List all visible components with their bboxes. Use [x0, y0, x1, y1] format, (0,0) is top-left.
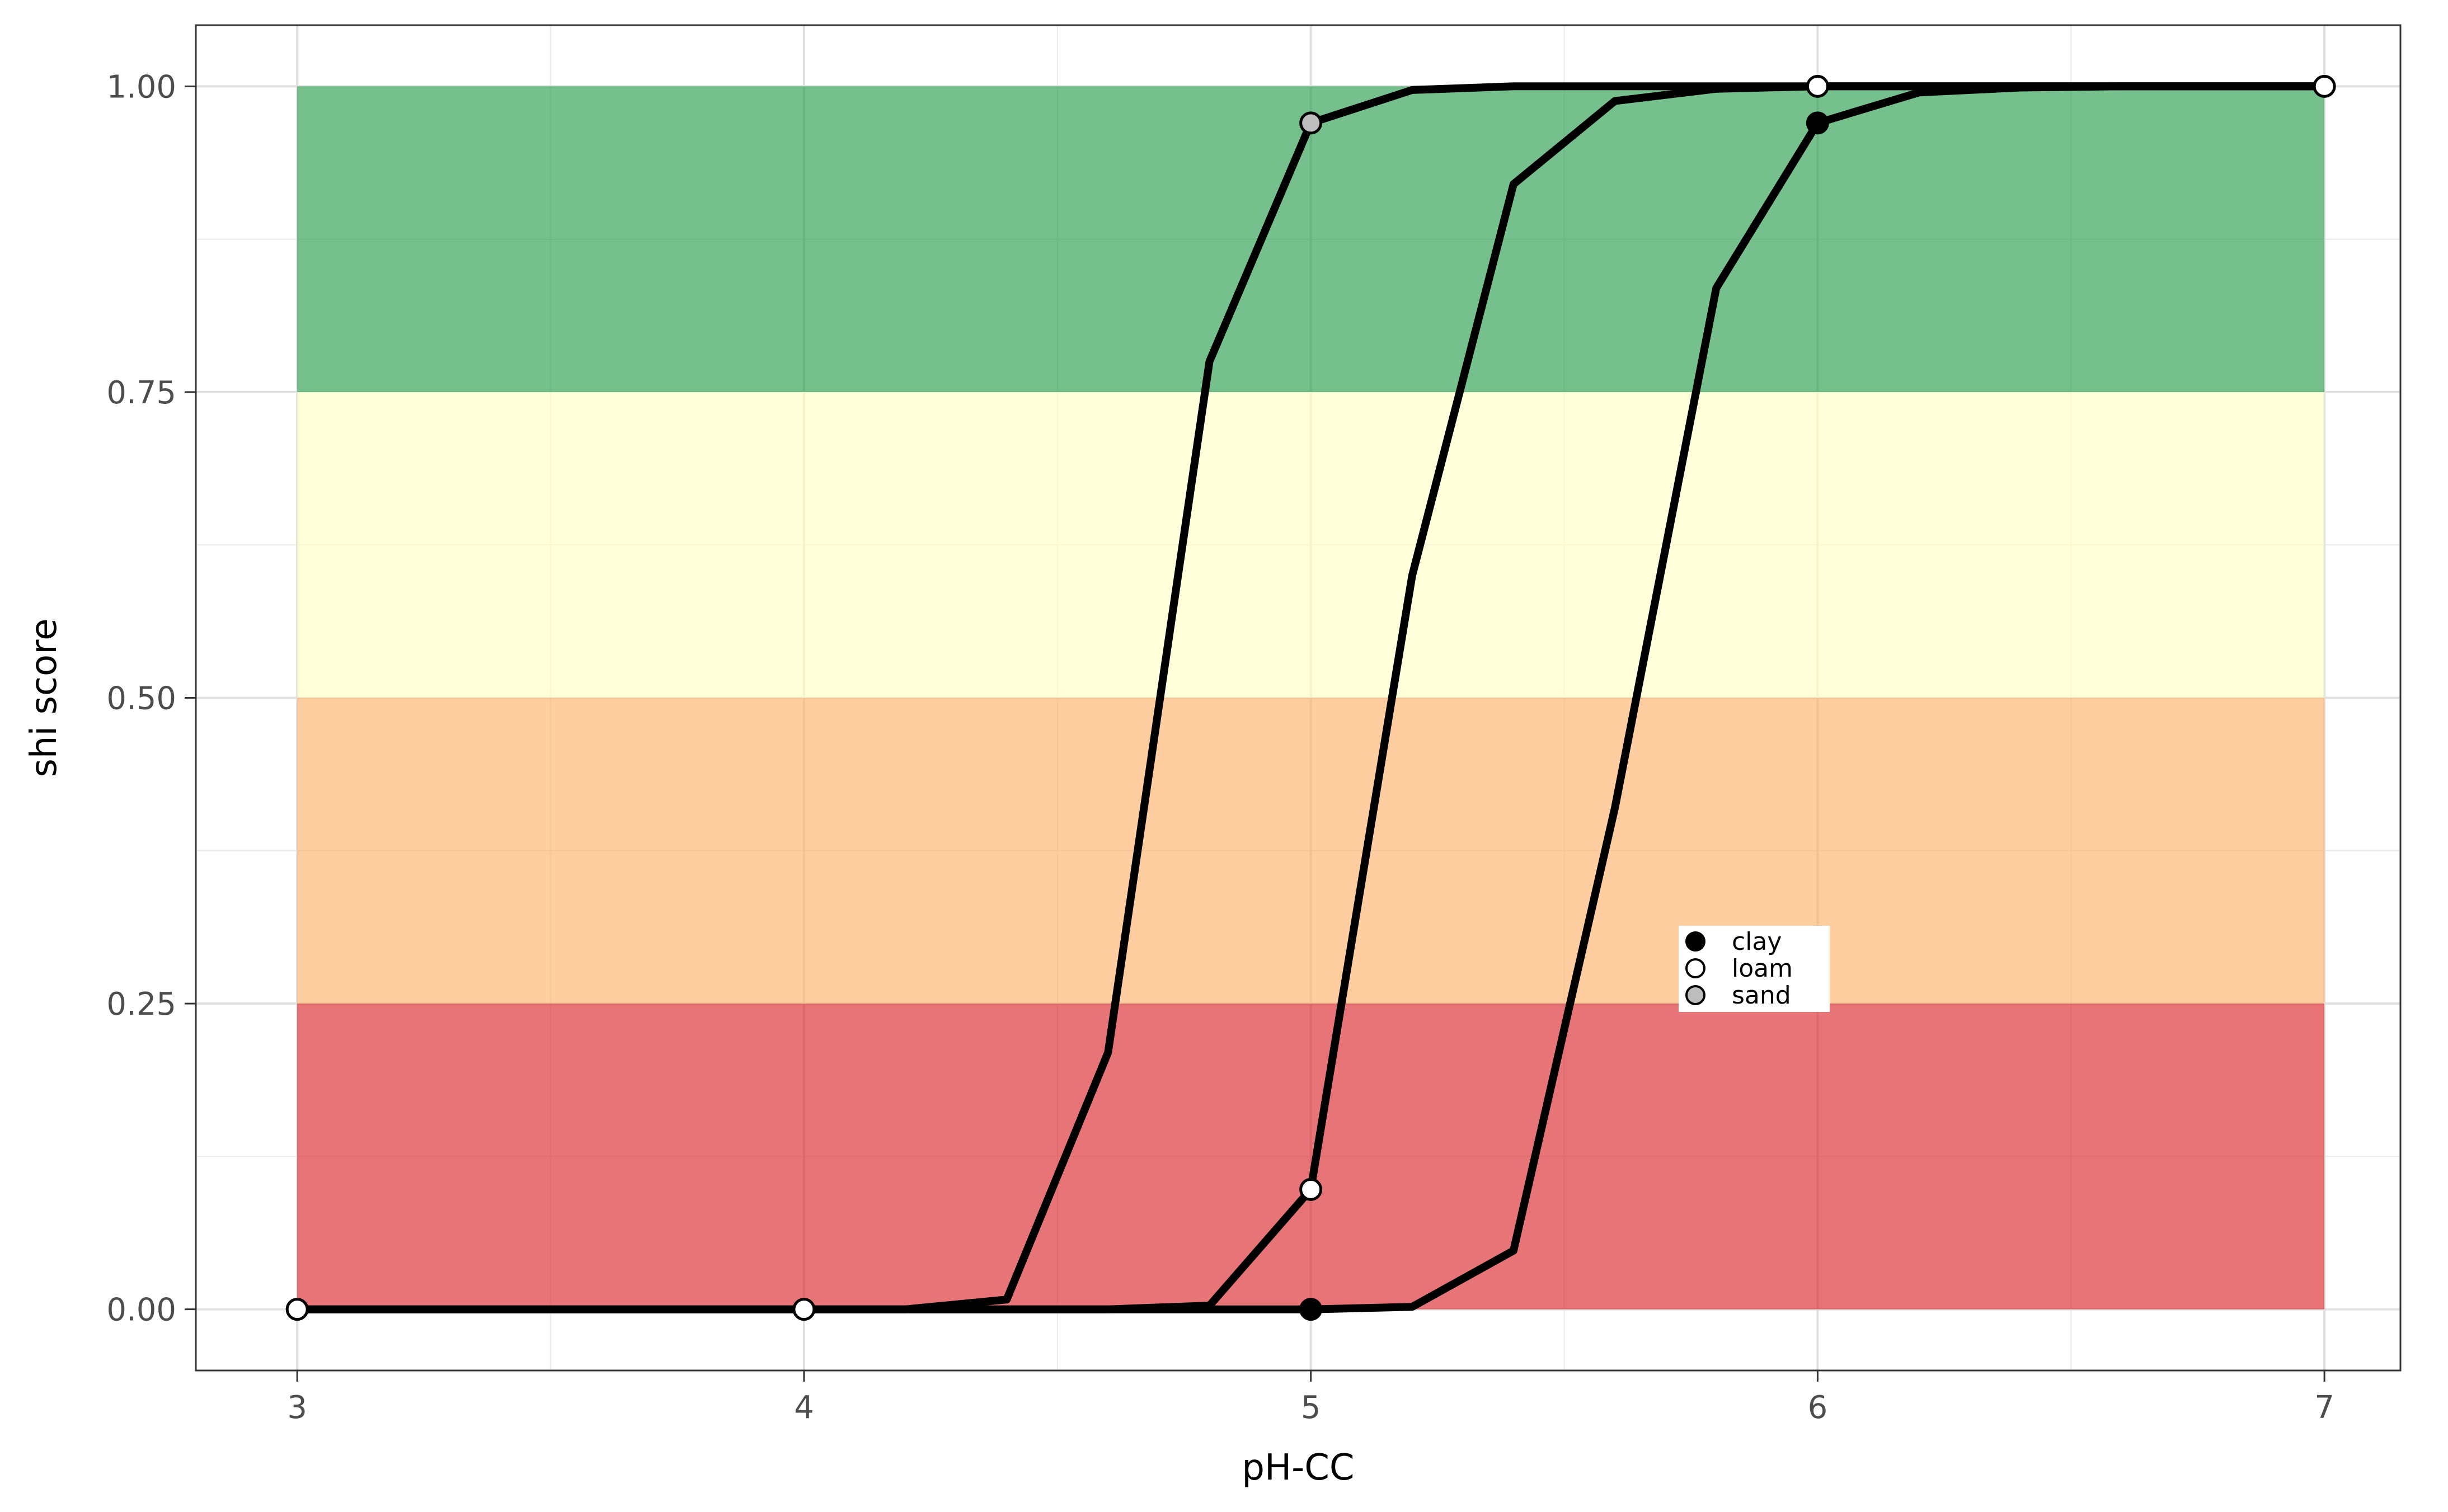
legend-label-sand: sand [1732, 981, 1791, 1010]
y-tick-label: 1.00 [106, 69, 176, 105]
x-tick-label: 5 [1301, 1389, 1321, 1426]
x-axis: 3 4 5 6 7 [287, 1370, 2334, 1426]
score-bands [297, 86, 2325, 1310]
score-band [297, 698, 2325, 1004]
x-tick-label: 7 [2314, 1389, 2334, 1426]
data-point-loam [1299, 1177, 1323, 1201]
legend-label-loam: loam [1732, 954, 1793, 983]
legend-key-clay [1685, 931, 1705, 952]
score-band [297, 86, 2325, 392]
data-point-loam [2313, 74, 2336, 98]
data-point-loam [792, 1298, 816, 1321]
legend-key-sand [1685, 985, 1705, 1005]
data-point-loam [1806, 74, 1829, 98]
score-band [297, 1004, 2325, 1310]
x-tick-label: 4 [794, 1389, 814, 1426]
y-tick-label: 0.75 [106, 375, 176, 411]
legend-label-clay: clay [1732, 927, 1782, 956]
x-axis-title: pH-CC [1242, 1447, 1354, 1489]
y-tick-label: 0.00 [106, 1292, 176, 1329]
y-axis-title: shi score [24, 619, 65, 778]
series-points [285, 74, 2336, 1321]
data-point-loam [285, 1298, 309, 1321]
data-point-clay [1299, 1298, 1323, 1321]
data-point-clay [1806, 111, 1829, 135]
x-tick-label: 6 [1808, 1389, 1828, 1426]
x-tick-label: 3 [287, 1389, 307, 1426]
legend-key-loam [1685, 958, 1705, 978]
score-band [297, 392, 2325, 698]
data-point-sand [1299, 111, 1323, 135]
y-tick-label: 0.50 [106, 681, 176, 717]
y-tick-label: 0.25 [106, 986, 176, 1023]
y-axis: 0.00 0.25 0.50 0.75 1.00 [106, 69, 196, 1329]
